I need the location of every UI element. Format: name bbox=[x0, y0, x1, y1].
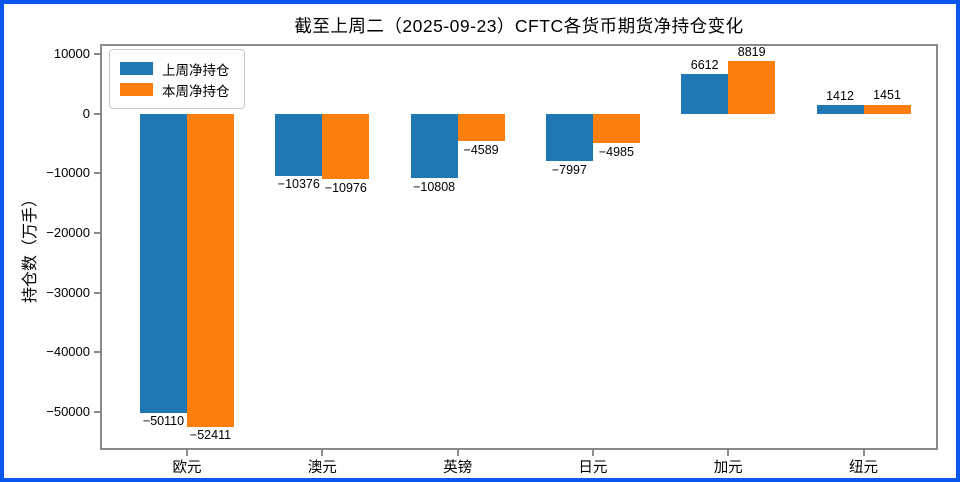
legend-label-last-week: 上周净持仓 bbox=[162, 62, 230, 78]
bar bbox=[816, 105, 864, 114]
y-tick-mark bbox=[94, 291, 100, 294]
y-tick-mark bbox=[94, 112, 100, 115]
bar-value-label: −10376 bbox=[277, 177, 320, 192]
y-tick-mark bbox=[94, 232, 100, 235]
bar-value-label: −10976 bbox=[324, 180, 367, 195]
y-tick-mark bbox=[94, 411, 100, 414]
bar-value-label: 1412 bbox=[826, 88, 854, 103]
x-tick-mark bbox=[862, 450, 865, 456]
legend-label-this-week: 本周净持仓 bbox=[162, 83, 230, 99]
bar-value-label: −50110 bbox=[142, 414, 185, 429]
bar-value-label: −7997 bbox=[551, 162, 587, 177]
bar bbox=[140, 113, 187, 413]
plot-area bbox=[100, 44, 938, 450]
x-tick-mark bbox=[591, 450, 594, 456]
bar-value-label: −4985 bbox=[598, 144, 634, 159]
y-tick-mark bbox=[94, 351, 100, 354]
legend: 上周净持仓 本周净持仓 bbox=[109, 49, 245, 109]
y-tick-label: −30000 bbox=[46, 284, 90, 300]
y-tick-label: −40000 bbox=[46, 344, 90, 360]
x-tick-mark bbox=[456, 450, 459, 456]
x-tick-label: 英镑 bbox=[443, 460, 473, 476]
bar-value-label: 6612 bbox=[690, 57, 719, 72]
bar bbox=[681, 74, 729, 114]
bar-value-label: 1451 bbox=[873, 88, 901, 103]
bar bbox=[187, 113, 234, 427]
y-tick-label: 10000 bbox=[53, 45, 90, 61]
chart-title: 截至上周二（2025-09-23）CFTC各货币期货净持仓变化 bbox=[294, 16, 744, 36]
x-tick-label: 加元 bbox=[713, 460, 743, 476]
y-tick-label: −50000 bbox=[46, 404, 90, 420]
bar bbox=[728, 61, 776, 114]
x-tick-label: 澳元 bbox=[307, 460, 337, 476]
bar bbox=[545, 113, 593, 162]
x-tick-mark bbox=[727, 450, 730, 456]
x-tick-label: 纽元 bbox=[849, 460, 878, 476]
bar bbox=[457, 113, 505, 142]
legend-swatch-last-week bbox=[120, 62, 153, 75]
y-tick-mark bbox=[94, 172, 100, 175]
bar-value-label: −4589 bbox=[463, 142, 499, 157]
y-tick-label: 0 bbox=[82, 105, 90, 121]
bar bbox=[410, 113, 458, 179]
x-tick-label: 欧元 bbox=[172, 460, 202, 476]
legend-item-last-week: 上周净持仓 bbox=[120, 58, 230, 79]
bar bbox=[322, 113, 370, 180]
bar bbox=[592, 113, 640, 144]
bar bbox=[275, 113, 323, 176]
x-tick-mark bbox=[186, 450, 188, 456]
bar-value-label: −10808 bbox=[413, 179, 456, 194]
y-tick-label: −20000 bbox=[46, 225, 90, 241]
y-tick-label: −10000 bbox=[46, 165, 90, 181]
x-tick-label: 日元 bbox=[578, 460, 608, 476]
bar bbox=[863, 104, 911, 114]
legend-item-this-week: 本周净持仓 bbox=[120, 79, 230, 100]
bar-value-label: 8819 bbox=[737, 44, 766, 59]
legend-swatch-this-week bbox=[120, 83, 153, 96]
bar-value-label: −52411 bbox=[189, 428, 232, 443]
x-tick-mark bbox=[321, 450, 324, 456]
y-tick-mark bbox=[94, 52, 100, 55]
